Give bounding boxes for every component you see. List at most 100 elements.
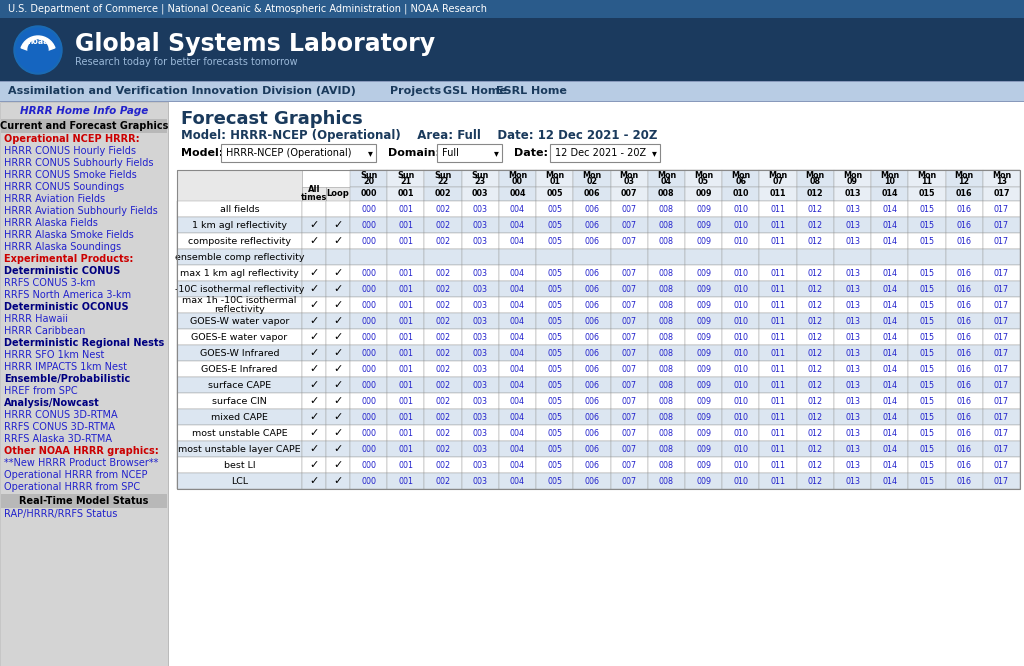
Bar	[424, 473, 462, 489]
Text: ✓: ✓	[334, 428, 343, 438]
Bar	[462, 425, 499, 441]
Bar	[760, 201, 797, 217]
Text: 005: 005	[547, 268, 562, 278]
Bar	[387, 201, 424, 217]
Text: 004: 004	[510, 396, 525, 406]
Text: 004: 004	[510, 284, 525, 294]
Text: 005: 005	[547, 316, 562, 326]
Text: ✓: ✓	[334, 236, 343, 246]
Text: 016: 016	[956, 284, 972, 294]
Bar	[648, 425, 685, 441]
Text: 001: 001	[398, 204, 414, 214]
Text: 000: 000	[361, 284, 376, 294]
Bar	[685, 313, 722, 329]
Bar	[871, 187, 908, 201]
Bar	[573, 313, 610, 329]
Text: Analysis/Nowcast: Analysis/Nowcast	[4, 398, 99, 408]
Text: 22: 22	[437, 178, 449, 186]
Bar	[177, 265, 302, 281]
Text: 009: 009	[696, 348, 712, 358]
Text: 009: 009	[696, 476, 712, 486]
Bar	[945, 361, 983, 377]
Bar	[945, 170, 983, 187]
Text: ✓: ✓	[334, 476, 343, 486]
Text: 012: 012	[808, 380, 823, 390]
Bar	[685, 393, 722, 409]
Bar	[908, 265, 945, 281]
Text: 004: 004	[510, 236, 525, 246]
Bar	[326, 425, 350, 441]
Bar	[302, 217, 326, 233]
Text: 000: 000	[361, 476, 376, 486]
Text: ✓: ✓	[309, 284, 318, 294]
Bar	[908, 393, 945, 409]
Text: 004: 004	[509, 190, 525, 198]
Text: 015: 015	[920, 236, 935, 246]
Text: -10C isothermal reflectivity: -10C isothermal reflectivity	[175, 284, 304, 294]
Text: 007: 007	[622, 412, 637, 422]
Text: 003: 003	[473, 364, 487, 374]
Bar	[499, 249, 537, 265]
Text: 009: 009	[696, 380, 712, 390]
Bar	[350, 329, 387, 345]
Text: GSL Home: GSL Home	[443, 87, 507, 97]
Bar	[834, 473, 871, 489]
Text: ✓: ✓	[334, 220, 343, 230]
Bar	[424, 249, 462, 265]
Text: 002: 002	[435, 204, 451, 214]
Text: 006: 006	[585, 396, 599, 406]
Text: 010: 010	[733, 348, 749, 358]
Bar	[648, 281, 685, 297]
Text: 006: 006	[585, 380, 599, 390]
Bar	[302, 441, 326, 457]
Bar	[908, 425, 945, 441]
Bar	[573, 457, 610, 473]
Text: 016: 016	[956, 476, 972, 486]
Text: 08: 08	[810, 178, 821, 186]
Bar	[834, 345, 871, 361]
Text: 000: 000	[361, 220, 376, 230]
Text: 014: 014	[882, 190, 898, 198]
Bar	[871, 377, 908, 393]
Bar	[177, 281, 302, 297]
Text: All: All	[308, 186, 321, 194]
Bar	[722, 297, 760, 313]
Text: 016: 016	[956, 396, 972, 406]
Text: ✓: ✓	[334, 332, 343, 342]
Bar	[722, 393, 760, 409]
Bar	[648, 313, 685, 329]
Text: Mon: Mon	[992, 170, 1011, 180]
Bar	[610, 425, 648, 441]
Text: 014: 014	[883, 396, 897, 406]
Bar	[610, 313, 648, 329]
Text: 016: 016	[956, 332, 972, 342]
Bar	[499, 217, 537, 233]
Text: 002: 002	[435, 364, 451, 374]
Text: 001: 001	[397, 190, 414, 198]
Bar	[834, 170, 871, 187]
Text: 002: 002	[435, 348, 451, 358]
Bar	[499, 377, 537, 393]
Text: Mon: Mon	[694, 170, 714, 180]
Bar	[908, 201, 945, 217]
Text: mixed CAPE: mixed CAPE	[211, 412, 268, 422]
Bar	[983, 473, 1020, 489]
Text: 011: 011	[770, 476, 785, 486]
Text: 013: 013	[845, 204, 860, 214]
Text: 001: 001	[398, 428, 414, 438]
Bar	[387, 457, 424, 473]
Bar	[760, 409, 797, 425]
Bar	[177, 409, 302, 425]
Bar	[537, 201, 573, 217]
Text: 002: 002	[435, 380, 451, 390]
Text: 00: 00	[512, 178, 523, 186]
Bar	[983, 377, 1020, 393]
Bar	[537, 425, 573, 441]
Bar	[722, 313, 760, 329]
Text: 014: 014	[883, 284, 897, 294]
Text: 001: 001	[398, 476, 414, 486]
Text: 010: 010	[733, 444, 749, 454]
Bar	[537, 249, 573, 265]
Bar	[871, 457, 908, 473]
Bar	[326, 329, 350, 345]
